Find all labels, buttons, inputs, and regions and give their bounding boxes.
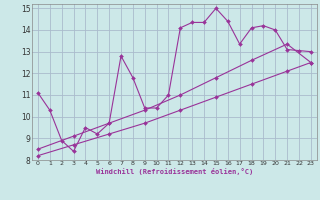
X-axis label: Windchill (Refroidissement éolien,°C): Windchill (Refroidissement éolien,°C) (96, 168, 253, 175)
